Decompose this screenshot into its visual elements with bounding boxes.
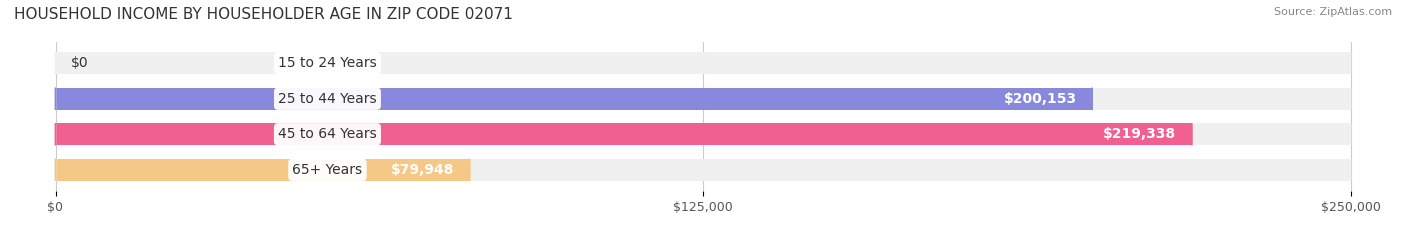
Bar bbox=[55, 123, 1192, 145]
Text: Source: ZipAtlas.com: Source: ZipAtlas.com bbox=[1274, 7, 1392, 17]
Text: 25 to 44 Years: 25 to 44 Years bbox=[278, 92, 377, 106]
Text: $79,948: $79,948 bbox=[391, 163, 454, 177]
Text: 15 to 24 Years: 15 to 24 Years bbox=[278, 56, 377, 70]
Text: $0: $0 bbox=[72, 56, 89, 70]
Text: $219,338: $219,338 bbox=[1102, 127, 1177, 141]
Bar bbox=[55, 159, 470, 181]
Bar bbox=[55, 52, 1351, 74]
Bar bbox=[55, 123, 1351, 145]
Text: $200,153: $200,153 bbox=[1004, 92, 1077, 106]
Text: 65+ Years: 65+ Years bbox=[292, 163, 363, 177]
Bar bbox=[55, 88, 1351, 110]
Text: 45 to 64 Years: 45 to 64 Years bbox=[278, 127, 377, 141]
Bar bbox=[55, 88, 1092, 110]
Text: HOUSEHOLD INCOME BY HOUSEHOLDER AGE IN ZIP CODE 02071: HOUSEHOLD INCOME BY HOUSEHOLDER AGE IN Z… bbox=[14, 7, 513, 22]
Bar bbox=[55, 159, 1351, 181]
